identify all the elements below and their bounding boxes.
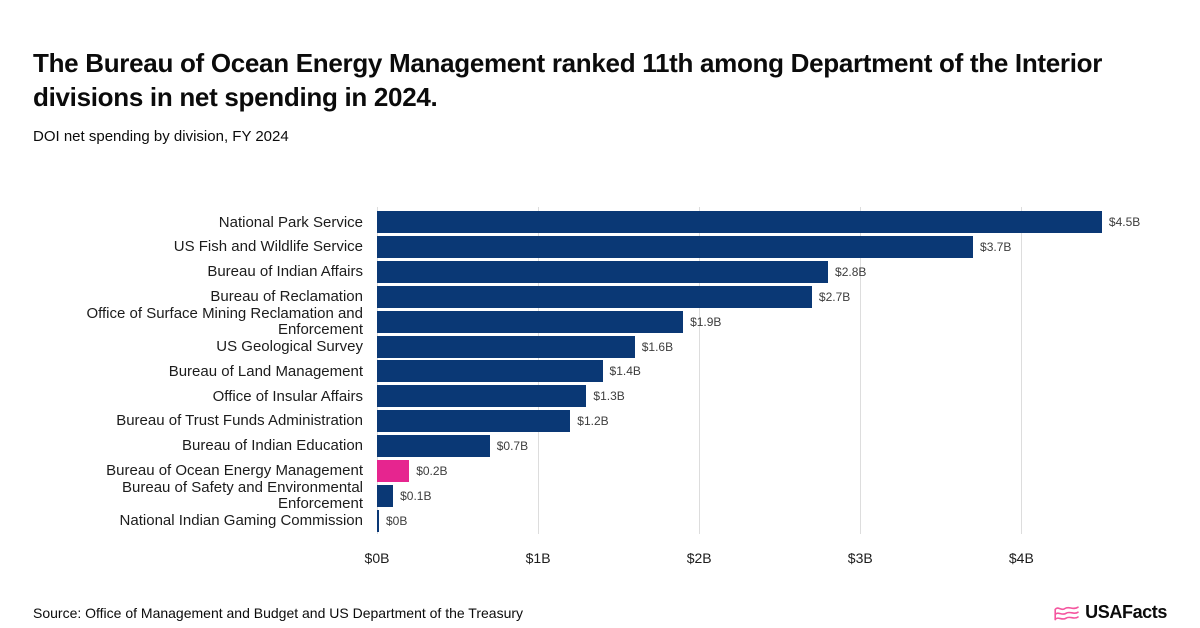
bar-row: Office of Insular Affairs $1.3B bbox=[33, 384, 1178, 409]
bar bbox=[377, 385, 587, 408]
bar-track: $3.7B bbox=[377, 236, 1178, 259]
category-label: National Park Service bbox=[218, 213, 363, 231]
value-label: $3.7B bbox=[980, 240, 1012, 255]
bar-row: US Geological Survey $1.6B bbox=[33, 334, 1178, 359]
value-label: $0.2B bbox=[416, 463, 448, 478]
bar bbox=[377, 285, 812, 308]
chart-subtitle: DOI net spending by division, FY 2024 bbox=[33, 128, 289, 145]
value-label: $1.9B bbox=[690, 314, 722, 329]
bar bbox=[377, 410, 571, 433]
x-tick-label: $1B bbox=[525, 550, 551, 566]
value-label: $1.4B bbox=[609, 364, 641, 379]
bar-chart: National Park Service $4.5B US Fish and Wi… bbox=[33, 207, 1178, 570]
value-label: $4.5B bbox=[1108, 215, 1141, 230]
category-label: Bureau of Indian Education bbox=[182, 437, 363, 455]
category-label: US Fish and Wildlife Service bbox=[173, 238, 363, 256]
bar bbox=[377, 360, 603, 383]
bar bbox=[377, 484, 394, 507]
value-label: $2.8B bbox=[835, 265, 867, 280]
bar bbox=[377, 459, 410, 482]
bar-track: $0.7B bbox=[377, 434, 1178, 457]
value-label: $1.3B bbox=[593, 389, 625, 404]
bar-track: $1.6B bbox=[377, 335, 1178, 358]
x-axis: $0B $1B $2B $3B $4B bbox=[365, 544, 1157, 566]
bar-row: Bureau of Reclamation $2.7B bbox=[33, 285, 1178, 310]
category-label: Office of Insular Affairs bbox=[212, 387, 363, 405]
chart-footer: Source: Office of Management and Budget … bbox=[33, 602, 1167, 623]
bar bbox=[377, 261, 829, 284]
bar-track: $1.4B bbox=[377, 360, 1178, 383]
usafacts-flag-icon bbox=[1054, 605, 1079, 620]
bar-row: Office of Surface Mining Reclamation and… bbox=[33, 305, 1178, 338]
x-tick-label: $2B bbox=[686, 550, 712, 566]
value-label: $2.7B bbox=[818, 289, 851, 304]
value-label: $1.2B bbox=[577, 414, 609, 429]
category-label: Bureau of Reclamation bbox=[210, 288, 363, 306]
x-tick-label: $3B bbox=[847, 550, 873, 566]
bar-track: $2.8B bbox=[377, 261, 1178, 284]
x-tick-label: $4B bbox=[1008, 550, 1034, 566]
bar-row: Bureau of Ocean Energy Management $0.2B bbox=[33, 458, 1178, 483]
bar bbox=[377, 236, 974, 259]
value-label: $1.6B bbox=[641, 339, 674, 354]
bar-row: Bureau of Safety and Environmental Enfor… bbox=[33, 479, 1178, 512]
category-label: US Geological Survey bbox=[216, 337, 363, 355]
usafacts-logo: USAFacts bbox=[1053, 602, 1167, 623]
bar-track: $1.2B bbox=[377, 410, 1178, 433]
bar-track: $4.5B bbox=[377, 211, 1178, 234]
category-label: National Indian Gaming Commission bbox=[119, 511, 363, 529]
value-label: $0.1B bbox=[400, 488, 432, 503]
bar bbox=[377, 509, 379, 532]
bar-track: $1.9B bbox=[377, 310, 1178, 333]
x-tick-label: $0B bbox=[364, 550, 390, 566]
bar-row: US Fish and Wildlife Service $3.7B bbox=[33, 235, 1178, 260]
bar-track: $2.7B bbox=[377, 285, 1178, 308]
category-label: Bureau of Indian Affairs bbox=[207, 263, 363, 281]
chart-rows: National Park Service $4.5B US Fish and Wi… bbox=[33, 210, 1178, 533]
category-label: Bureau of Ocean Energy Management bbox=[106, 462, 363, 480]
bar-row: Bureau of Indian Education $0.7B bbox=[33, 434, 1178, 459]
bar-track: $0.2B bbox=[377, 459, 1178, 482]
value-label: $0.7B bbox=[496, 438, 529, 453]
bar-row: Bureau of Land Management $1.4B bbox=[33, 359, 1178, 384]
bar-track: $0B bbox=[377, 509, 1178, 532]
page-title: The Bureau of Ocean Energy Management ra… bbox=[33, 48, 1103, 112]
category-label: Office of Surface Mining Reclamation and… bbox=[86, 305, 363, 338]
bar-row: National Indian Gaming Commission $0B bbox=[33, 508, 1178, 533]
category-label: Bureau of Trust Funds Administration bbox=[116, 412, 363, 430]
category-label: Bureau of Safety and Environmental Enfor… bbox=[122, 479, 363, 512]
usafacts-logo-text: USAFacts bbox=[1085, 602, 1167, 622]
bar bbox=[377, 211, 1102, 234]
bar-track: $1.3B bbox=[377, 385, 1178, 408]
bar bbox=[377, 310, 684, 333]
source-note: Source: Office of Management and Budget … bbox=[33, 604, 524, 621]
bar-row: National Park Service $4.5B bbox=[33, 210, 1178, 235]
bar-row: Bureau of Trust Funds Administration $1.2… bbox=[33, 409, 1178, 434]
bar bbox=[377, 335, 635, 358]
bar-track: $0.1B bbox=[377, 484, 1178, 507]
category-label: Bureau of Land Management bbox=[168, 362, 363, 380]
bar-row: Bureau of Indian Affairs $2.8B bbox=[33, 260, 1178, 285]
value-label: $0B bbox=[386, 513, 408, 528]
chart-header: The Bureau of Ocean Energy Management ra… bbox=[33, 46, 1143, 145]
bar bbox=[377, 434, 490, 457]
